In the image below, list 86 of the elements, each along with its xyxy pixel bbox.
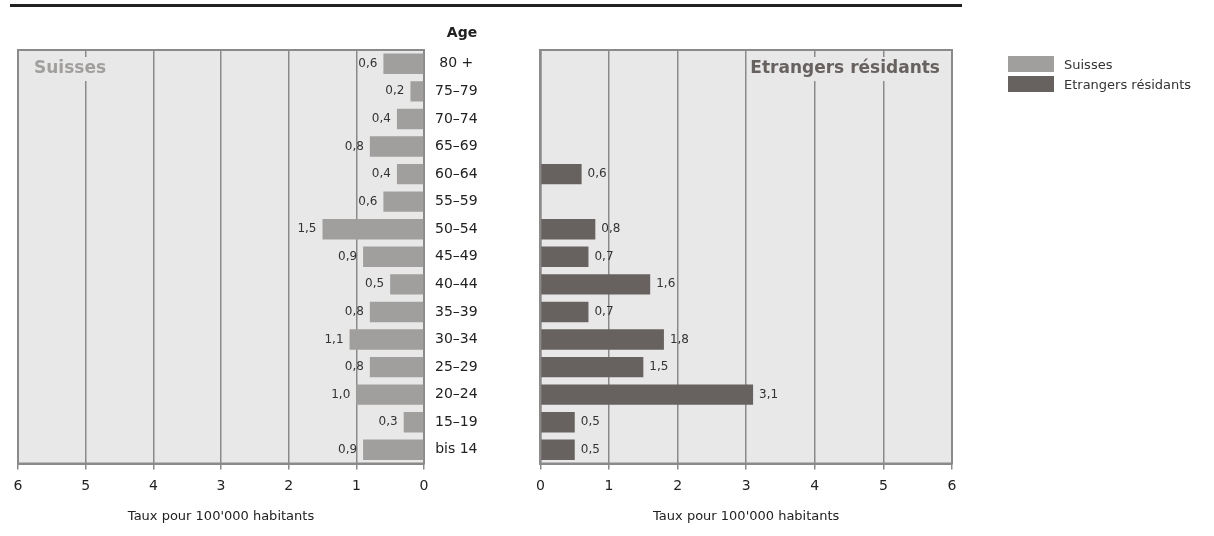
y-tick-label: 15–19 [434,412,478,429]
y-tick-label: 35–39 [434,302,478,319]
data-label: 3,1 [759,386,779,401]
bar [396,108,424,130]
x-tick-label: 3 [741,476,751,493]
data-label: 0,3 [378,414,398,429]
x-tick-label: 4 [810,476,820,493]
text: Etrangers résidants [750,56,940,77]
x-tick-label: 6 [947,476,957,493]
y-tick-label: 30–34 [434,330,478,347]
bar [541,246,589,267]
y-tick-label: 60–64 [434,164,478,181]
data-label: 0,8 [344,138,364,153]
data-label: 0,4 [371,166,391,181]
bar [541,329,664,350]
x-tick-label: 5 [81,476,91,493]
data-label: 0,8 [344,304,364,319]
bar [541,384,754,405]
y-tick-label: 55–59 [434,192,478,209]
y-tick-label: bis 14 [435,440,478,457]
data-label: 1,1 [324,331,344,346]
bar [541,412,575,433]
x-tick-label: 0 [535,476,545,493]
y-axis-title: Age [446,23,478,40]
bar [383,191,424,212]
data-label: 1,0 [331,386,351,401]
data-label: 0,6 [358,193,378,208]
y-tick-label: 20–24 [434,385,478,402]
bar [383,53,424,74]
data-label: 0,5 [580,414,600,429]
bar [369,301,424,323]
x-tick-label: 1 [351,476,361,493]
x-axis-title: Taux pour 100'000 habitants [126,507,315,523]
x-tick-label: 3 [216,476,226,493]
bar [356,384,424,405]
y-tick-label: 25–29 [434,357,478,374]
bar [541,301,589,323]
x-tick-label: 0 [419,476,429,493]
bar [390,274,424,295]
x-tick-label: 1 [604,476,614,493]
bar [363,439,424,461]
y-tick-label: 65–69 [434,137,478,154]
data-label: 0,9 [338,248,358,263]
data-label: 0,7 [594,248,614,263]
data-label: 0,8 [344,359,364,374]
x-tick-label: 2 [673,476,683,493]
bar [369,136,424,157]
data-label: 1,5 [649,359,669,374]
text: Suisses [34,56,107,77]
bar [541,274,651,295]
x-tick-label: 2 [284,476,294,493]
data-label: 0,6 [358,55,378,70]
bar [410,81,424,102]
data-label: 1,5 [297,221,317,236]
bar [541,356,644,378]
bar [541,163,582,185]
legend-label: Etrangers résidants [1064,76,1192,92]
y-tick-label: 50–54 [434,219,478,236]
x-tick-label: 4 [148,476,158,493]
bar [363,246,424,267]
data-label: 0,8 [601,221,621,236]
data-label: 1,6 [656,276,676,291]
bar [349,329,424,350]
y-tick-label: 70–74 [434,109,478,126]
y-tick-label: 80 + [439,54,474,71]
data-label: 0,6 [587,166,607,181]
bar [369,356,424,378]
data-label: 1,8 [669,331,690,346]
bar [403,412,424,433]
data-label: 0,2 [385,83,405,98]
data-label: 0,5 [365,276,385,291]
y-tick-label: 40–44 [434,275,478,292]
data-label: 0,7 [594,304,614,319]
y-tick-label: 45–49 [434,247,478,264]
legend-label: Suisses [1064,56,1113,72]
data-label: 0,9 [338,441,358,456]
bar [322,219,424,240]
x-axis-title: Taux pour 100'000 habitants [652,507,840,523]
bar [396,163,424,185]
y-tick-label: 75–79 [434,82,478,98]
data-label: 0,4 [371,111,391,126]
x-tick-label: 6 [13,476,23,493]
data-label: 0,5 [580,441,600,456]
bar [541,219,596,240]
x-tick-label: 5 [878,476,888,493]
bar [541,439,575,461]
